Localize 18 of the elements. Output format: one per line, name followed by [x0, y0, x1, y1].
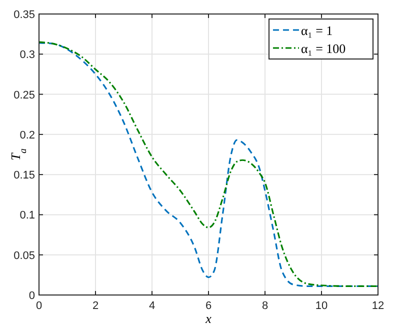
- x-tick-label: 4: [148, 300, 156, 312]
- x-tick-label: 6: [205, 300, 212, 312]
- y-tick-label: 0.3: [20, 49, 35, 62]
- y-tick-label: 0.15: [14, 170, 35, 182]
- x-tick-label: 10: [315, 300, 328, 312]
- x-tick-label: 12: [372, 300, 384, 312]
- y-tick-label: 0.2: [20, 129, 35, 142]
- x-tick-label: 2: [92, 300, 99, 312]
- y-tick-label: 0.05: [14, 250, 35, 262]
- x-tick-label: 8: [262, 300, 268, 312]
- y-tick-label: 0: [28, 290, 35, 302]
- legend-label: α₁ = 1: [301, 23, 333, 38]
- x-tick-label: 0: [36, 300, 42, 312]
- legend-label: α₁ = 100: [301, 41, 346, 56]
- y-tick-label: 0.25: [14, 89, 35, 102]
- y-tick-label: 0.1: [20, 210, 35, 222]
- x-axis-title: x: [204, 311, 212, 326]
- y-tick-label: 0.35: [14, 9, 35, 21]
